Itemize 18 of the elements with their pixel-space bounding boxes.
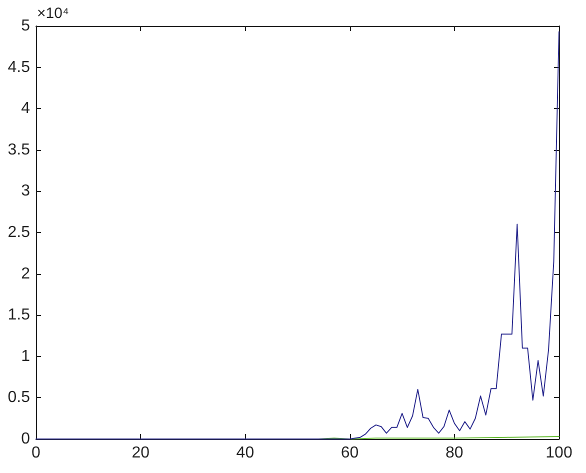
y-tick-label: 3 [21, 182, 30, 200]
y-tick-label: 4 [21, 100, 30, 118]
y-tick-label: 0.5 [8, 389, 30, 406]
x-tick-label: 20 [132, 444, 150, 462]
x-tick-label: 100 [546, 444, 572, 462]
x-tick-label: 40 [236, 444, 254, 462]
text: ×10⁴ [37, 5, 69, 22]
x-tick-label: 60 [340, 444, 359, 462]
x-tick-label: 0 [32, 444, 41, 462]
y-tick-label: 1.5 [8, 306, 30, 324]
y-tick-label: 2.5 [8, 224, 30, 241]
y-tick-label: 2 [21, 265, 30, 282]
y-tick-label: 4.5 [8, 58, 30, 76]
y-tick-label: 0 [21, 430, 30, 448]
y-tick-label: 5 [21, 18, 30, 34]
y-tick-label: 1 [21, 348, 30, 365]
y-tick-label: 3.5 [8, 141, 30, 158]
x-tick-label: 80 [446, 444, 464, 462]
